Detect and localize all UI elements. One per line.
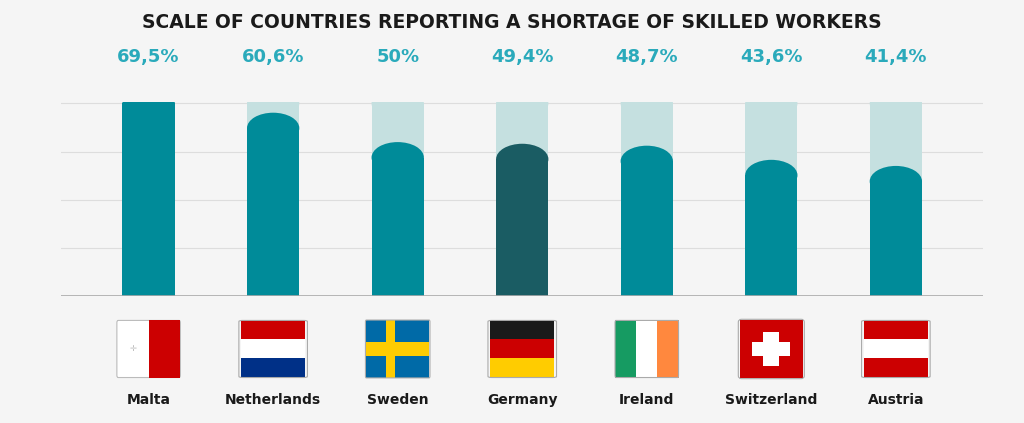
Bar — [869, 181, 922, 296]
Bar — [763, 332, 779, 366]
Bar — [123, 104, 175, 296]
Ellipse shape — [496, 88, 549, 119]
Bar — [745, 104, 798, 296]
Text: 50%: 50% — [376, 47, 419, 66]
Bar — [242, 321, 305, 339]
Ellipse shape — [496, 144, 549, 175]
FancyBboxPatch shape — [117, 321, 180, 378]
Text: Germany: Germany — [487, 393, 557, 407]
Text: ✛: ✛ — [129, 344, 136, 354]
Text: Netherlands: Netherlands — [225, 393, 322, 407]
Bar — [745, 175, 798, 296]
Ellipse shape — [869, 166, 922, 197]
Text: Austria: Austria — [867, 393, 924, 407]
Bar — [496, 104, 549, 296]
Text: SCALE OF COUNTRIES REPORTING A SHORTAGE OF SKILLED WORKERS: SCALE OF COUNTRIES REPORTING A SHORTAGE … — [142, 13, 882, 32]
Ellipse shape — [247, 113, 299, 143]
Ellipse shape — [123, 88, 175, 119]
Text: Malta: Malta — [127, 393, 171, 407]
Bar — [657, 321, 679, 378]
Text: 60,6%: 60,6% — [242, 47, 304, 66]
Bar — [490, 359, 554, 378]
Ellipse shape — [247, 88, 299, 119]
Text: 43,6%: 43,6% — [740, 47, 803, 66]
Ellipse shape — [621, 88, 673, 119]
Text: 41,4%: 41,4% — [864, 47, 927, 66]
Bar — [869, 104, 922, 296]
Bar — [615, 321, 636, 378]
Bar — [242, 340, 305, 359]
Ellipse shape — [745, 160, 798, 191]
Bar — [753, 342, 791, 356]
Ellipse shape — [869, 88, 922, 119]
Bar — [490, 321, 554, 339]
Bar — [366, 342, 429, 356]
Bar — [123, 104, 175, 296]
Bar — [247, 104, 299, 296]
Text: Sweden: Sweden — [367, 393, 428, 407]
Text: 69,5%: 69,5% — [118, 47, 180, 66]
Text: Switzerland: Switzerland — [725, 393, 817, 407]
Ellipse shape — [621, 146, 673, 176]
Bar — [372, 104, 424, 296]
Bar — [496, 159, 549, 296]
Ellipse shape — [123, 88, 175, 119]
Bar — [621, 104, 673, 296]
Bar — [864, 321, 928, 339]
Bar — [386, 321, 394, 378]
Text: 49,4%: 49,4% — [490, 47, 554, 66]
Bar — [247, 128, 299, 296]
Text: 48,7%: 48,7% — [615, 47, 678, 66]
Bar — [864, 340, 928, 359]
Ellipse shape — [372, 88, 424, 119]
Bar — [148, 321, 180, 378]
Bar — [621, 161, 673, 296]
Bar — [242, 359, 305, 378]
Bar — [864, 359, 928, 378]
Bar — [636, 321, 657, 378]
Ellipse shape — [372, 142, 424, 173]
Bar — [490, 340, 554, 359]
Text: Ireland: Ireland — [620, 393, 675, 407]
Bar — [372, 157, 424, 296]
Ellipse shape — [745, 88, 798, 119]
